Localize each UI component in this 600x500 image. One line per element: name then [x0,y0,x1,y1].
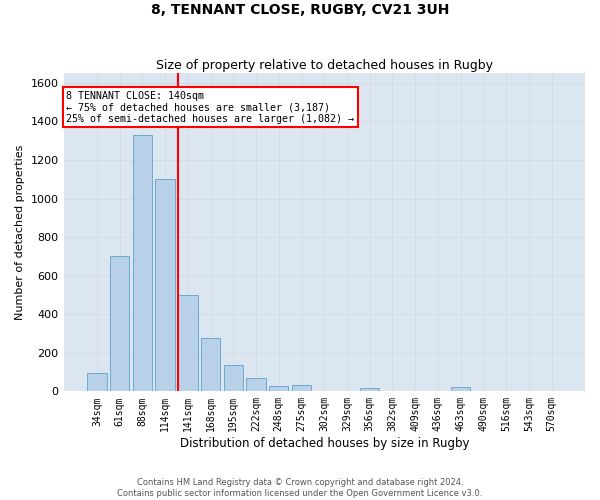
Bar [247,378,266,392]
Text: Contains HM Land Registry data © Crown copyright and database right 2024.
Contai: Contains HM Land Registry data © Crown c… [118,478,482,498]
Bar [201,338,220,392]
Bar [269,386,289,392]
Bar [133,135,152,392]
Bar [224,366,243,392]
Bar [360,388,379,392]
Bar [87,373,107,392]
Bar [292,384,311,392]
Bar [155,179,175,392]
Text: 8 TENNANT CLOSE: 140sqm
← 75% of detached houses are smaller (3,187)
25% of semi: 8 TENNANT CLOSE: 140sqm ← 75% of detache… [66,90,354,124]
Title: Size of property relative to detached houses in Rugby: Size of property relative to detached ho… [156,59,493,72]
Bar [110,256,130,392]
X-axis label: Distribution of detached houses by size in Rugby: Distribution of detached houses by size … [179,437,469,450]
Y-axis label: Number of detached properties: Number of detached properties [15,144,25,320]
Bar [178,295,197,392]
Bar [451,388,470,392]
Text: 8, TENNANT CLOSE, RUGBY, CV21 3UH: 8, TENNANT CLOSE, RUGBY, CV21 3UH [151,2,449,16]
